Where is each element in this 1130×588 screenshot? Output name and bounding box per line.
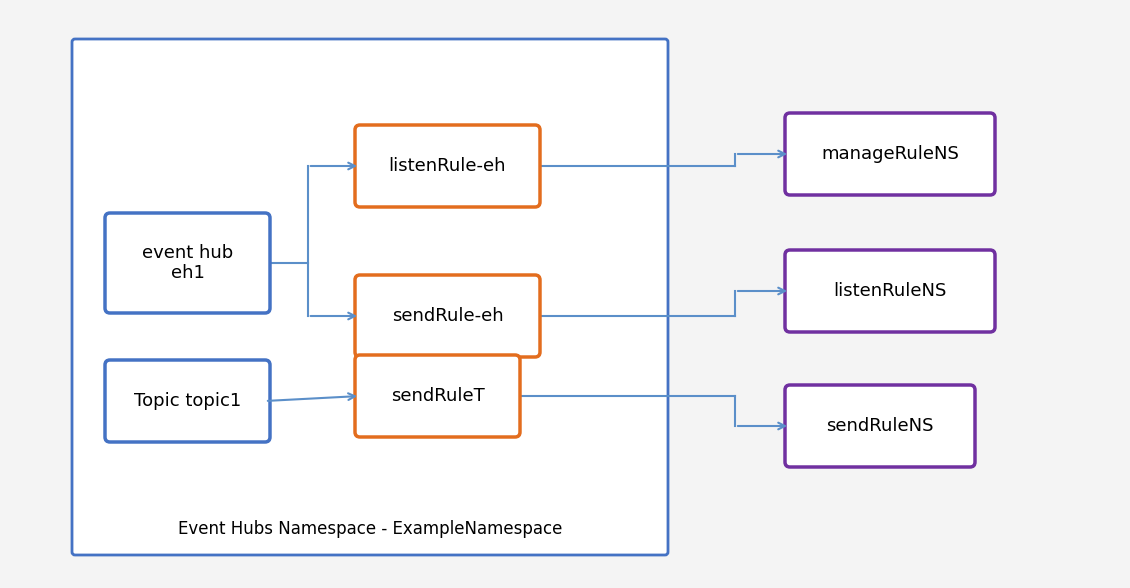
FancyBboxPatch shape bbox=[355, 275, 540, 357]
FancyBboxPatch shape bbox=[72, 39, 668, 555]
Text: Topic topic1: Topic topic1 bbox=[133, 392, 241, 410]
FancyBboxPatch shape bbox=[355, 125, 540, 207]
Text: manageRuleNS: manageRuleNS bbox=[822, 145, 959, 163]
Text: event hub
eh1: event hub eh1 bbox=[142, 243, 233, 282]
Text: listenRuleNS: listenRuleNS bbox=[833, 282, 947, 300]
FancyBboxPatch shape bbox=[785, 385, 975, 467]
FancyBboxPatch shape bbox=[105, 360, 270, 442]
FancyBboxPatch shape bbox=[105, 213, 270, 313]
FancyBboxPatch shape bbox=[785, 250, 996, 332]
Text: sendRuleNS: sendRuleNS bbox=[826, 417, 933, 435]
Text: sendRuleT: sendRuleT bbox=[391, 387, 485, 405]
FancyBboxPatch shape bbox=[355, 355, 520, 437]
Text: Event Hubs Namespace - ExampleNamespace: Event Hubs Namespace - ExampleNamespace bbox=[177, 520, 563, 538]
Text: sendRule-eh: sendRule-eh bbox=[392, 307, 503, 325]
Text: listenRule-eh: listenRule-eh bbox=[389, 157, 506, 175]
FancyBboxPatch shape bbox=[785, 113, 996, 195]
